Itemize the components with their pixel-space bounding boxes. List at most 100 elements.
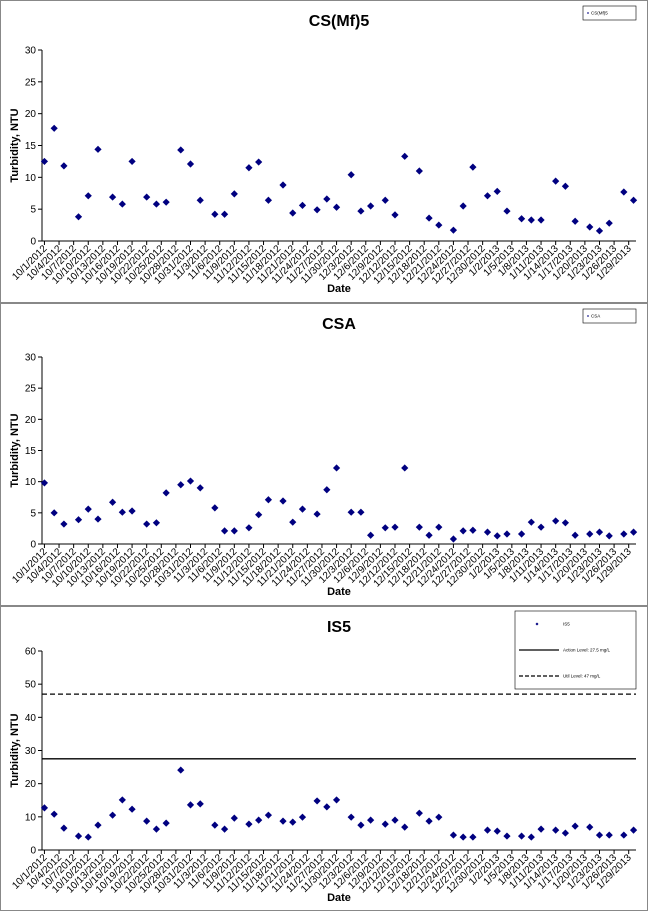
data-point [391, 211, 399, 219]
data-point [425, 531, 433, 539]
data-point [279, 817, 287, 825]
y-tick-label: 20 [25, 109, 37, 120]
data-point [84, 505, 92, 513]
data-point [483, 192, 492, 200]
data-point [313, 206, 321, 214]
data-point [552, 517, 560, 525]
chart-title: CSA [322, 316, 356, 333]
data-point [401, 464, 409, 472]
data-point [298, 505, 307, 513]
data-point [459, 833, 467, 841]
data-point [313, 510, 321, 518]
legend-label: CSA [591, 314, 600, 319]
data-point [220, 527, 229, 535]
data-point [425, 817, 433, 825]
data-point [84, 833, 92, 841]
y-tick-label: 50 [25, 680, 37, 691]
data-point [503, 207, 511, 215]
data-point [425, 214, 433, 222]
data-point [620, 530, 628, 538]
data-point [347, 813, 355, 821]
data-point [357, 508, 365, 516]
data-point [245, 524, 253, 532]
data-point [177, 146, 185, 154]
data-point [459, 202, 467, 210]
data-point [40, 479, 49, 487]
data-point [162, 198, 170, 206]
data-point [415, 167, 423, 175]
y-tick-label: 15 [25, 446, 37, 457]
x-axis-label: Date [327, 586, 351, 598]
data-point [586, 823, 594, 831]
data-point [459, 527, 467, 535]
data-point [196, 196, 204, 204]
data-point [552, 177, 560, 185]
data-point [128, 157, 136, 166]
data-point [595, 227, 604, 235]
data-point [357, 207, 365, 215]
legend-label: Action Level: 27.5 mg/L [563, 648, 611, 653]
data-point [561, 829, 570, 837]
data-point [415, 523, 423, 531]
data-point [289, 518, 297, 526]
data-point [435, 221, 443, 229]
data-point [367, 202, 375, 210]
data-point [586, 223, 594, 231]
data-point [469, 833, 477, 841]
data-point [605, 219, 613, 227]
data-point [264, 811, 273, 819]
data-point [605, 831, 613, 839]
legend-box [582, 5, 637, 21]
data-point [469, 526, 477, 534]
data-point [60, 824, 68, 832]
y-tick-label: 40 [25, 713, 37, 724]
data-point [108, 193, 117, 201]
data-point [323, 195, 331, 203]
data-point [381, 196, 389, 204]
y-tick-label: 0 [30, 846, 36, 857]
data-point [595, 528, 604, 536]
data-point [323, 803, 331, 811]
data-point [629, 196, 638, 204]
data-point [177, 481, 185, 489]
data-point [537, 825, 545, 833]
legend-box [582, 308, 637, 324]
legend-marker [535, 622, 539, 626]
legend-label: Util Level: 47 mg/L [563, 674, 601, 679]
data-point [230, 190, 238, 198]
data-point [255, 158, 263, 166]
y-axis-label: Turbidity, NTU [9, 108, 21, 182]
data-point [143, 817, 151, 825]
data-point [177, 766, 185, 774]
data-point [367, 816, 375, 824]
data-point [211, 210, 219, 218]
data-point [537, 523, 545, 531]
data-point [196, 484, 204, 492]
data-point [220, 210, 229, 218]
data-point [230, 814, 238, 822]
y-tick-label: 10 [25, 477, 37, 488]
y-tick-label: 25 [25, 384, 37, 395]
data-point [605, 532, 613, 540]
data-point [94, 821, 102, 829]
data-point [143, 520, 151, 528]
data-point [527, 518, 535, 526]
y-tick-label: 25 [25, 77, 37, 88]
data-point [40, 157, 49, 166]
data-point [186, 160, 195, 168]
y-tick-label: 30 [25, 46, 37, 57]
data-point [323, 486, 331, 494]
data-point [50, 810, 58, 818]
data-point [357, 821, 365, 829]
data-point [143, 193, 151, 201]
data-point [152, 519, 161, 527]
data-point [264, 496, 273, 504]
data-point [118, 200, 126, 208]
data-point [620, 831, 628, 839]
data-point [255, 511, 263, 519]
data-point [162, 819, 170, 827]
panel [0, 303, 648, 606]
data-point [435, 523, 443, 531]
data-point [381, 524, 389, 532]
